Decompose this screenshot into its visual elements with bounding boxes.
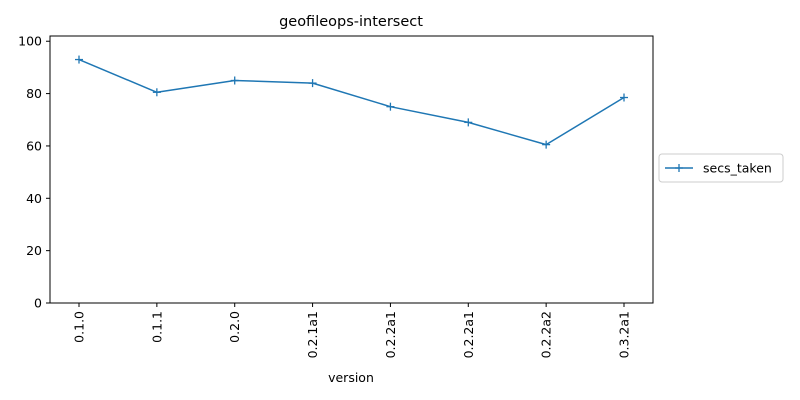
y-tick-label: 40 <box>26 191 42 206</box>
legend-marker <box>675 164 683 172</box>
y-tick-label: 0 <box>34 296 42 311</box>
y-tick-label: 60 <box>26 138 42 153</box>
data-point <box>152 88 161 97</box>
data-point <box>75 55 83 64</box>
data-point <box>620 93 628 102</box>
legend: secs_taken <box>658 153 784 183</box>
data-point <box>542 140 551 149</box>
chart-title: geofileops-intersect <box>279 14 423 30</box>
y-tick-label: 80 <box>26 86 42 101</box>
x-axis: 0.1.0 0.1.1 0.2.0 0.2.1a1 0.2.2a1 0.2.2a1 0.2.… <box>72 303 632 358</box>
data-point <box>464 118 473 127</box>
y-tick-label: 100 <box>18 34 42 49</box>
x-tick-label: 0.3.2a1 <box>617 311 632 358</box>
x-tick-label: 0.1.0 <box>72 311 87 343</box>
data-point <box>230 76 239 85</box>
plot-area <box>49 35 654 304</box>
legend-label: secs_taken <box>703 161 772 176</box>
series-line <box>78 58 625 146</box>
x-tick-label: 0.2.2a1 <box>461 311 476 358</box>
y-tick-label: 20 <box>26 243 42 258</box>
x-tick-label: 0.1.1 <box>149 311 164 343</box>
series-layer <box>75 55 628 149</box>
x-tick-label: 0.2.1a1 <box>305 311 320 358</box>
data-point <box>386 102 395 111</box>
legend-box <box>658 153 784 183</box>
x-axis-label: version <box>328 370 374 385</box>
y-axis: 0 20 40 60 80 100 <box>18 34 50 311</box>
x-tick-label: 0.2.0 <box>227 311 242 343</box>
x-tick-label: 0.2.2a2 <box>539 311 554 358</box>
data-point <box>308 79 317 88</box>
x-tick-label: 0.2.2a1 <box>383 311 398 358</box>
